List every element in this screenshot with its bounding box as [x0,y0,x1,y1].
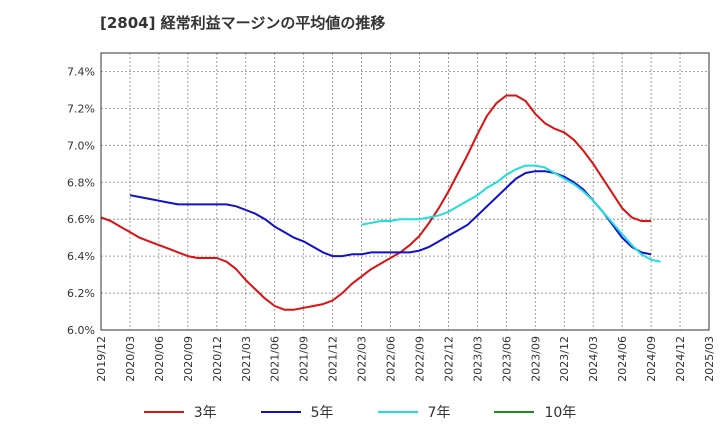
x-tick-label: 2020/12 [211,336,224,382]
x-tick-label: 2023/03 [471,336,484,382]
x-tick-label: 2021/09 [298,336,311,382]
legend-item: 3年 [143,402,217,422]
x-tick-label: 2024/12 [674,336,687,382]
series-line-3年 [100,94,652,311]
series-line-7年 [361,164,661,263]
grid-lines [100,53,710,331]
y-tick-label: 6.2% [67,287,95,300]
x-tick-label: 2020/06 [153,336,166,382]
x-tick-label: 2019/12 [95,336,108,382]
x-tick-label: 2023/09 [529,336,542,382]
legend-swatch [143,411,184,413]
x-tick-label: 2022/06 [385,336,398,382]
chart-title: [2804] 経常利益マージンの平均値の推移 [100,14,386,32]
x-tick-label: 2022/09 [413,336,426,382]
x-tick-label: 2024/03 [587,336,600,382]
y-tick-label: 7.0% [67,139,95,152]
legend-swatch [260,411,301,413]
legend-item: 7年 [377,402,451,422]
y-axis-ticks: 6.0% 6.2% 6.4% 6.6% 6.8% 7.0% 7.2% 7.4% [67,65,95,337]
legend-swatch [494,411,535,413]
x-tick-label: 2024/06 [616,336,629,382]
y-tick-label: 6.8% [67,176,95,189]
y-tick-label: 7.4% [67,65,95,78]
series-line-5年 [129,170,652,258]
legend: 3年 5年 7年 10年 [0,402,720,422]
legend-label: 5年 [310,405,334,421]
y-tick-label: 6.6% [67,213,95,226]
x-tick-label: 2024/09 [645,336,658,382]
x-tick-label: 2021/03 [240,336,253,382]
x-tick-label: 2020/09 [182,336,195,382]
x-tick-label: 2025/03 [703,336,716,382]
x-axis-ticks: 2019/12 2020/03 2020/06 2020/09 2020/12 2021/… [95,336,716,382]
legend-item: 10年 [494,402,576,422]
legend-item: 5年 [260,402,334,422]
legend-label: 7年 [427,405,451,421]
x-tick-label: 2020/03 [124,336,137,382]
x-tick-label: 2022/03 [356,336,369,382]
legend-label: 10年 [544,405,577,421]
plot-frame [100,52,710,331]
x-tick-label: 2021/06 [269,336,282,382]
series-lines [100,94,661,311]
legend-label: 3年 [193,405,217,421]
legend-swatch [377,411,418,413]
y-tick-label: 6.4% [67,250,95,263]
x-tick-label: 2023/12 [558,336,571,382]
y-tick-label: 7.2% [67,102,95,115]
y-tick-label: 6.0% [67,324,95,337]
x-tick-label: 2023/06 [500,336,513,382]
x-tick-label: 2022/12 [442,336,455,382]
x-tick-label: 2021/12 [327,336,340,382]
